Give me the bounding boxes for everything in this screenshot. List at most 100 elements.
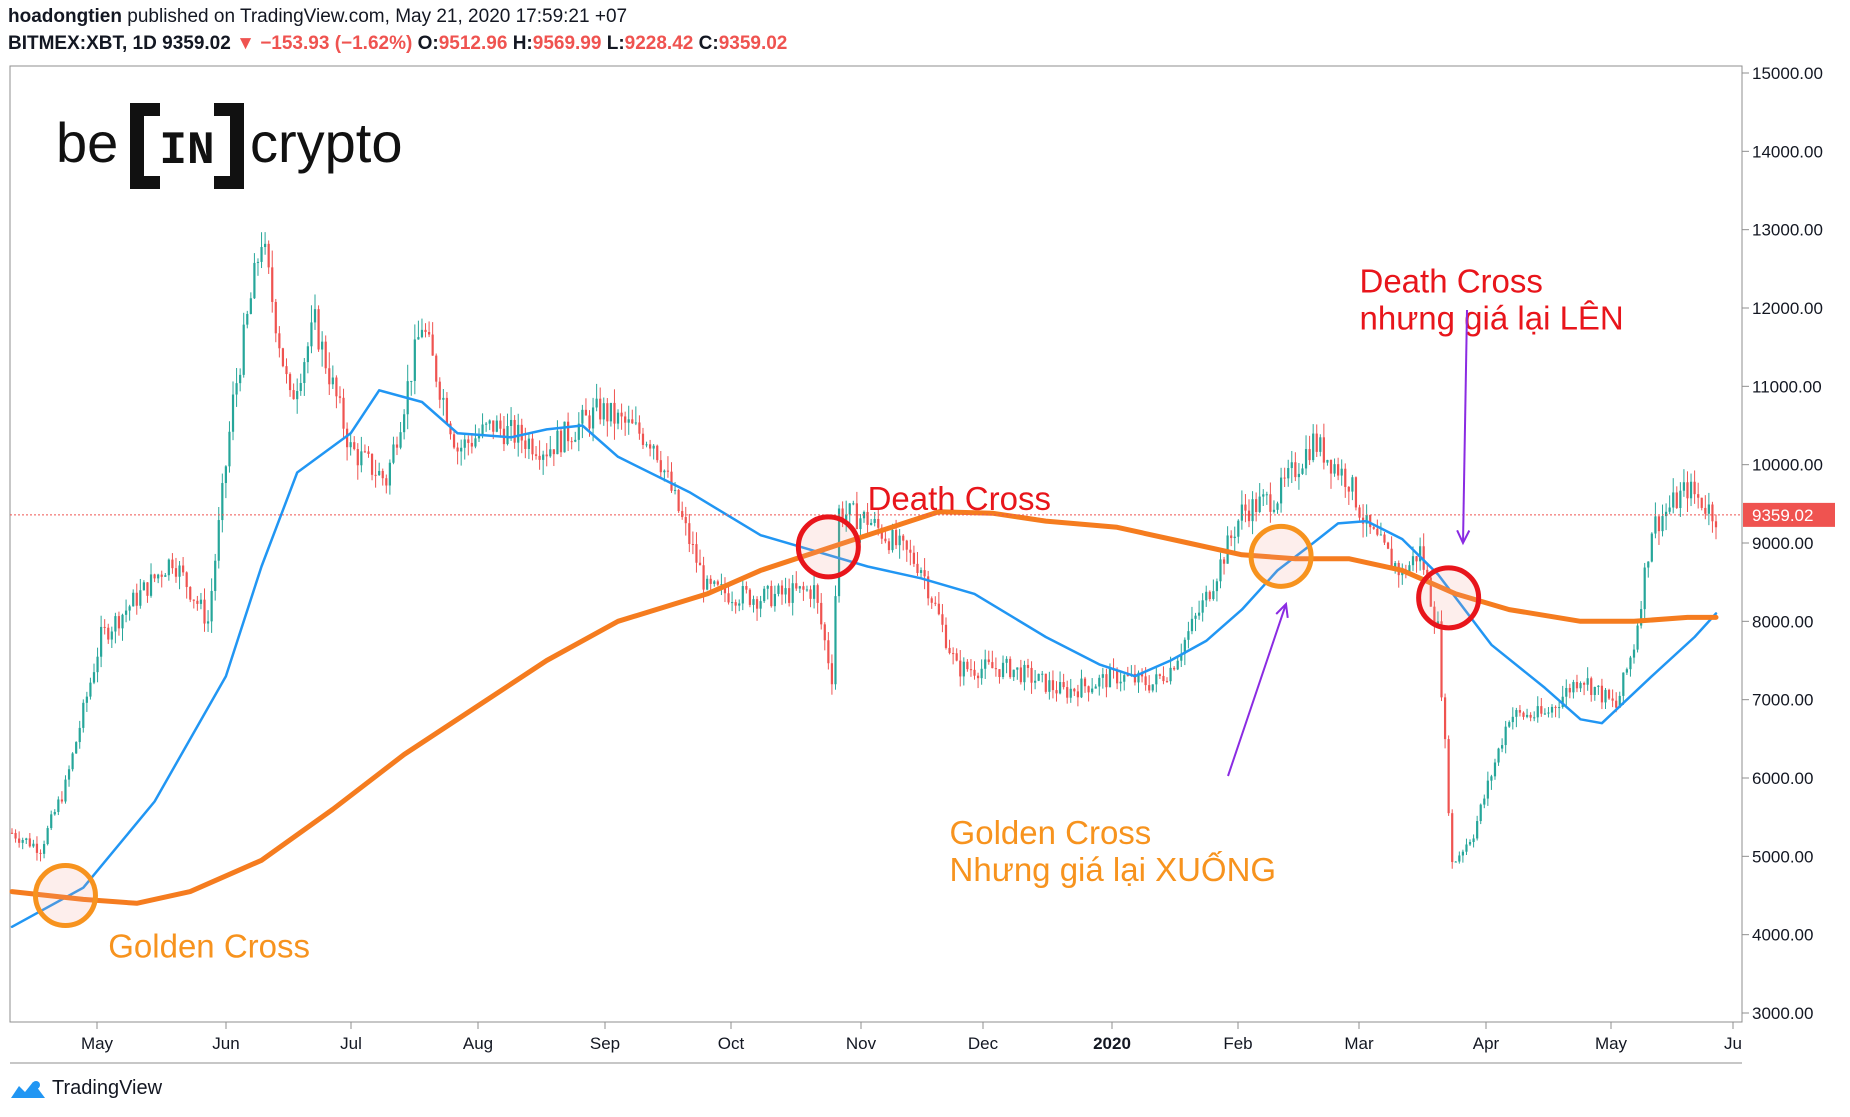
x-tick-label: Mar [1344,1034,1374,1053]
candle-body [1408,565,1411,575]
candle-body [763,588,766,602]
candle-body [930,598,933,603]
candle-body [627,419,630,423]
candle-body [1265,494,1268,496]
candle-body [613,402,616,424]
candle-body [82,702,85,728]
candle-body [531,438,534,455]
candle-body [677,489,680,512]
candle-body [517,424,520,443]
candle-body [659,460,662,473]
tradingview-brand[interactable]: TradingView [10,1077,162,1100]
candle-body [50,814,53,829]
open-label: O: [417,33,439,54]
candle-body [976,675,980,679]
candle-body [1536,706,1539,718]
candle-body [1607,689,1611,699]
candle-body [527,438,531,449]
candle-body [891,529,894,551]
candle-body [706,578,709,590]
candle-body [1575,682,1579,689]
candle-body [64,779,67,802]
candle-body [427,332,431,335]
candle-body [1451,813,1454,863]
candle-body [1454,861,1457,863]
candle-body [285,366,288,375]
candle-body [1069,688,1072,698]
candle-body [210,590,213,622]
candle-body [656,445,659,461]
candle-body [477,435,481,439]
candle-body [1529,714,1532,718]
candle-body [1522,712,1525,717]
y-axis[interactable]: 15000.00 14000.00 13000.00 12000.00 11000.00… [1742,64,1823,1023]
candle-body [1593,687,1596,695]
candle-body [481,424,484,436]
candle-body [1076,691,1079,698]
candle-body [1272,509,1276,512]
logo-bracket-gap-bottom [160,176,214,189]
candle-body [1034,680,1037,683]
candle-body [331,377,334,385]
symbol-info: BITMEX:XBT, 1D 9359.02 ▼ −153.93 (−1.62%… [8,33,787,55]
candle-body [766,585,769,589]
author-name[interactable]: hoadongtien [8,6,122,27]
candle-body [249,298,252,314]
candle-body [666,470,670,472]
candle-body [624,416,627,423]
candle-body [392,444,395,463]
candle-body [791,583,794,603]
candle-body [952,653,955,655]
candle-body [902,535,905,541]
candle-body [1689,481,1693,499]
candlestick-series [10,232,1718,869]
candle-body [855,503,858,530]
x-tick-label: Ju [1724,1034,1742,1053]
candle-body [1543,713,1546,715]
candle-body [1572,682,1575,693]
y-tick-label: 9000.00 [1752,534,1813,553]
candle-body [467,439,470,443]
tradingview-logo-icon [11,1080,45,1098]
candle-body [574,439,577,442]
candle-body [684,517,687,524]
candle-body [196,600,199,604]
arrow-golden-cross-head [1275,601,1289,619]
candle-body [420,329,424,338]
candle-body [556,430,559,455]
candle-body [456,447,459,452]
candle-body [1511,716,1514,723]
candle-body [1108,668,1112,688]
candle-body [1508,722,1511,727]
candle-body [937,603,940,615]
candle-body [1429,577,1432,607]
candle-body [1629,657,1632,670]
candle-body [431,334,434,356]
candle-body [1208,591,1211,600]
candle-body [292,390,295,400]
candle-body [442,397,445,400]
logo-text-crypto: crypto [250,111,403,174]
candle-body [1287,468,1290,479]
candle-body [944,624,948,648]
candle-body [1165,681,1169,683]
candle-body [773,593,776,607]
moving-averages [9,389,1719,929]
x-axis[interactable]: May Jun Jul Aug Sep Oct Nov Dec 2020 Feb Mar Apr May… [81,1022,1742,1053]
candle-body [770,585,773,607]
annotation-label: nhưng giá lại LÊN [1360,299,1624,336]
candle-body [1679,490,1682,508]
y-tick-label: 7000.00 [1752,691,1813,710]
candle-body [35,843,39,853]
candle-body [1258,496,1261,512]
candle-body [1386,542,1390,549]
candle-body [1183,639,1186,654]
publish-info: hoadongtien published on TradingView.com… [8,6,627,28]
candle-body [235,383,238,395]
candle-body [1055,690,1058,694]
candle-body [71,753,74,770]
candle-body [1693,481,1696,495]
candle-body [1622,672,1625,696]
annotation-label: Golden Cross [950,814,1152,851]
